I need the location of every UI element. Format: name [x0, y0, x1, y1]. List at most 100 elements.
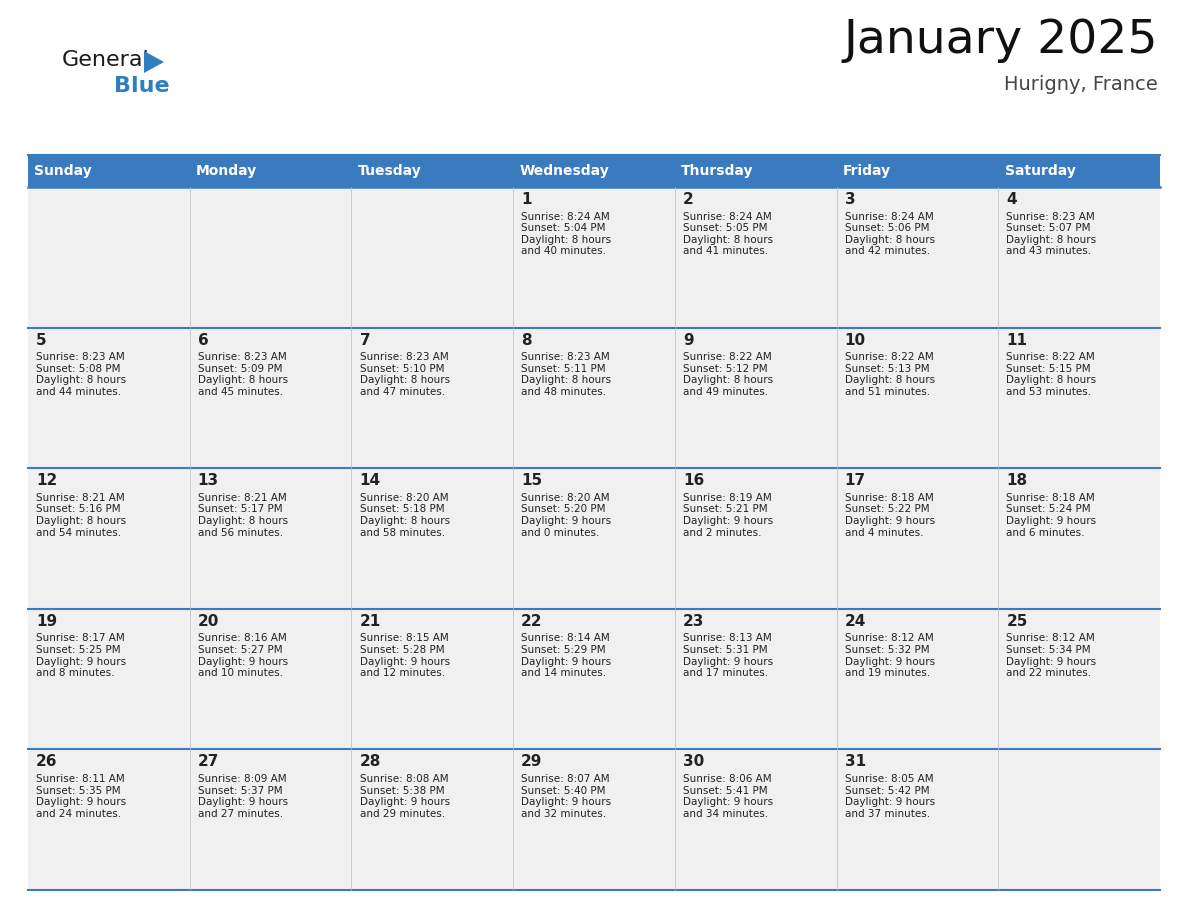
Text: Sunset: 5:34 PM: Sunset: 5:34 PM	[1006, 645, 1091, 655]
Text: Tuesday: Tuesday	[358, 164, 422, 178]
Bar	[352, 328, 513, 468]
Text: and 17 minutes.: and 17 minutes.	[683, 668, 769, 678]
Text: and 10 minutes.: and 10 minutes.	[197, 668, 283, 678]
Text: Daylight: 8 hours: Daylight: 8 hours	[1006, 235, 1097, 245]
Bar	[675, 328, 836, 468]
Text: 1: 1	[522, 192, 532, 207]
Text: Sunrise: 8:23 AM: Sunrise: 8:23 AM	[1006, 211, 1095, 221]
Text: Sunrise: 8:23 AM: Sunrise: 8:23 AM	[197, 353, 286, 362]
Text: and 0 minutes.: and 0 minutes.	[522, 528, 600, 538]
Text: Sunrise: 8:23 AM: Sunrise: 8:23 AM	[36, 353, 125, 362]
Text: Sunset: 5:09 PM: Sunset: 5:09 PM	[197, 364, 283, 374]
Text: Sunrise: 8:24 AM: Sunrise: 8:24 AM	[522, 211, 609, 221]
Text: 12: 12	[36, 473, 57, 488]
Text: Sunrise: 8:08 AM: Sunrise: 8:08 AM	[360, 774, 448, 784]
Bar	[513, 609, 675, 749]
Bar	[190, 187, 352, 328]
Text: Sunrise: 8:21 AM: Sunrise: 8:21 AM	[36, 493, 125, 503]
Text: Sunrise: 8:15 AM: Sunrise: 8:15 AM	[360, 633, 448, 644]
Text: and 19 minutes.: and 19 minutes.	[845, 668, 930, 678]
Text: and 44 minutes.: and 44 minutes.	[36, 387, 121, 397]
Bar	[836, 187, 998, 328]
Text: and 45 minutes.: and 45 minutes.	[197, 387, 283, 397]
Text: Sunset: 5:06 PM: Sunset: 5:06 PM	[845, 223, 929, 233]
Text: 18: 18	[1006, 473, 1028, 488]
Text: Sunrise: 8:12 AM: Sunrise: 8:12 AM	[1006, 633, 1095, 644]
Bar	[190, 609, 352, 749]
Bar	[836, 328, 998, 468]
Bar	[998, 187, 1159, 328]
Text: Daylight: 8 hours: Daylight: 8 hours	[197, 516, 287, 526]
Bar	[675, 749, 836, 890]
Text: and 34 minutes.: and 34 minutes.	[683, 809, 769, 819]
Text: Sunday: Sunday	[34, 164, 93, 178]
Bar	[998, 468, 1159, 609]
Text: Sunset: 5:38 PM: Sunset: 5:38 PM	[360, 786, 444, 796]
Text: Daylight: 9 hours: Daylight: 9 hours	[522, 797, 612, 807]
Text: Hurigny, France: Hurigny, France	[1004, 75, 1158, 94]
Text: and 12 minutes.: and 12 minutes.	[360, 668, 444, 678]
Text: Sunrise: 8:20 AM: Sunrise: 8:20 AM	[360, 493, 448, 503]
Text: Daylight: 9 hours: Daylight: 9 hours	[845, 656, 935, 666]
Bar	[352, 187, 513, 328]
Text: 15: 15	[522, 473, 543, 488]
Text: Daylight: 8 hours: Daylight: 8 hours	[360, 516, 449, 526]
Text: Daylight: 8 hours: Daylight: 8 hours	[36, 375, 126, 386]
Text: and 56 minutes.: and 56 minutes.	[197, 528, 283, 538]
Text: and 51 minutes.: and 51 minutes.	[845, 387, 930, 397]
Text: Sunrise: 8:18 AM: Sunrise: 8:18 AM	[1006, 493, 1095, 503]
Bar	[675, 468, 836, 609]
Text: Daylight: 9 hours: Daylight: 9 hours	[522, 516, 612, 526]
Bar	[190, 468, 352, 609]
Text: 6: 6	[197, 332, 209, 348]
Text: and 43 minutes.: and 43 minutes.	[1006, 246, 1092, 256]
Text: Sunset: 5:13 PM: Sunset: 5:13 PM	[845, 364, 929, 374]
Text: 7: 7	[360, 332, 371, 348]
Text: Daylight: 8 hours: Daylight: 8 hours	[845, 375, 935, 386]
Text: Sunset: 5:07 PM: Sunset: 5:07 PM	[1006, 223, 1091, 233]
Text: Daylight: 8 hours: Daylight: 8 hours	[36, 516, 126, 526]
Text: Daylight: 9 hours: Daylight: 9 hours	[845, 797, 935, 807]
Bar	[513, 328, 675, 468]
Bar	[29, 328, 190, 468]
Text: Daylight: 9 hours: Daylight: 9 hours	[197, 656, 287, 666]
Text: Sunrise: 8:22 AM: Sunrise: 8:22 AM	[1006, 353, 1095, 362]
Text: and 27 minutes.: and 27 minutes.	[197, 809, 283, 819]
Text: Monday: Monday	[196, 164, 258, 178]
Bar	[836, 468, 998, 609]
Text: Daylight: 9 hours: Daylight: 9 hours	[197, 797, 287, 807]
Text: Sunset: 5:25 PM: Sunset: 5:25 PM	[36, 645, 121, 655]
Text: Sunset: 5:35 PM: Sunset: 5:35 PM	[36, 786, 121, 796]
Text: and 48 minutes.: and 48 minutes.	[522, 387, 606, 397]
Text: and 24 minutes.: and 24 minutes.	[36, 809, 121, 819]
Text: Daylight: 8 hours: Daylight: 8 hours	[683, 235, 773, 245]
Bar	[29, 749, 190, 890]
Text: Sunset: 5:04 PM: Sunset: 5:04 PM	[522, 223, 606, 233]
Text: General: General	[62, 50, 150, 70]
Text: Sunrise: 8:19 AM: Sunrise: 8:19 AM	[683, 493, 772, 503]
Text: Sunset: 5:05 PM: Sunset: 5:05 PM	[683, 223, 767, 233]
Text: and 8 minutes.: and 8 minutes.	[36, 668, 114, 678]
Text: Daylight: 9 hours: Daylight: 9 hours	[845, 516, 935, 526]
Text: 25: 25	[1006, 614, 1028, 629]
Text: 30: 30	[683, 755, 704, 769]
Text: and 49 minutes.: and 49 minutes.	[683, 387, 769, 397]
Text: Sunset: 5:20 PM: Sunset: 5:20 PM	[522, 504, 606, 514]
Bar	[675, 187, 836, 328]
Text: Sunset: 5:37 PM: Sunset: 5:37 PM	[197, 786, 283, 796]
Text: 21: 21	[360, 614, 381, 629]
Text: Daylight: 9 hours: Daylight: 9 hours	[360, 656, 449, 666]
Bar	[29, 187, 190, 328]
Text: Sunrise: 8:09 AM: Sunrise: 8:09 AM	[197, 774, 286, 784]
Text: Sunrise: 8:21 AM: Sunrise: 8:21 AM	[197, 493, 286, 503]
Text: and 22 minutes.: and 22 minutes.	[1006, 668, 1092, 678]
Text: 22: 22	[522, 614, 543, 629]
Bar	[513, 749, 675, 890]
Text: Sunrise: 8:11 AM: Sunrise: 8:11 AM	[36, 774, 125, 784]
Bar	[836, 609, 998, 749]
Text: Sunset: 5:16 PM: Sunset: 5:16 PM	[36, 504, 121, 514]
Bar	[29, 155, 1159, 187]
Text: 29: 29	[522, 755, 543, 769]
Text: Sunset: 5:10 PM: Sunset: 5:10 PM	[360, 364, 444, 374]
Text: Daylight: 9 hours: Daylight: 9 hours	[683, 656, 773, 666]
